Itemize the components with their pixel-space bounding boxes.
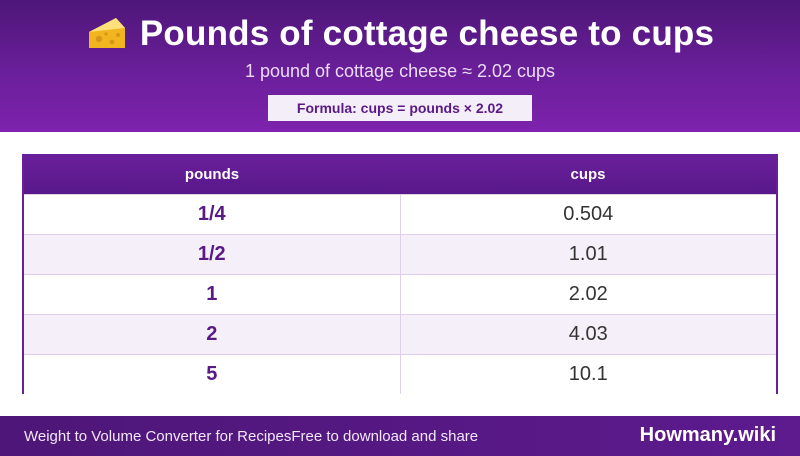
pounds-cell: 1/2 bbox=[24, 233, 401, 274]
conversion-table-container: pounds cups 1/4 0.504 1/2 1.01 1 2.02 2 … bbox=[22, 154, 778, 394]
footer-share-text: Free to download and share bbox=[291, 428, 479, 445]
conversion-table: pounds cups 1/4 0.504 1/2 1.01 1 2.02 2 … bbox=[24, 156, 776, 394]
cups-cell: 10.1 bbox=[400, 353, 776, 394]
brand-logo[interactable]: Howmany.wiki bbox=[639, 424, 776, 446]
cups-cell: 2.02 bbox=[400, 273, 776, 314]
formula-badge: Formula: cups = pounds × 2.02 bbox=[268, 95, 532, 121]
cups-cell: 0.504 bbox=[400, 193, 776, 234]
cheese-icon bbox=[86, 14, 128, 54]
pounds-cell: 5 bbox=[24, 353, 401, 394]
pounds-cell: 2 bbox=[24, 313, 401, 354]
table-row: 1 2.02 bbox=[24, 273, 776, 314]
table-row: 1/4 0.504 bbox=[24, 193, 776, 234]
cups-cell: 1.01 bbox=[400, 233, 776, 274]
header-banner: Pounds of cottage cheese to cups 1 pound… bbox=[0, 0, 800, 132]
page-title: Pounds of cottage cheese to cups bbox=[139, 14, 715, 53]
column-header-pounds: pounds bbox=[184, 166, 240, 184]
table-row: 5 10.1 bbox=[24, 353, 776, 394]
column-header-cups: cups bbox=[570, 166, 606, 184]
footer-bar: Weight to Volume Converter for RecipesFr… bbox=[0, 416, 800, 456]
table-row: 1/2 1.01 bbox=[24, 233, 776, 274]
pounds-cell: 1/4 bbox=[24, 193, 401, 234]
footer-description: Weight to Volume Converter for RecipesFr… bbox=[24, 428, 478, 445]
cups-cell: 4.03 bbox=[400, 313, 776, 354]
page-subtitle: 1 pound of cottage cheese ≈ 2.02 cups bbox=[244, 61, 556, 81]
title-row: Pounds of cottage cheese to cups bbox=[0, 14, 800, 54]
footer-converter-link[interactable]: Weight to Volume Converter for Recipes bbox=[24, 428, 292, 445]
table-header-row: pounds cups bbox=[24, 156, 776, 194]
pounds-cell: 1 bbox=[24, 273, 401, 314]
table-row: 2 4.03 bbox=[24, 313, 776, 354]
